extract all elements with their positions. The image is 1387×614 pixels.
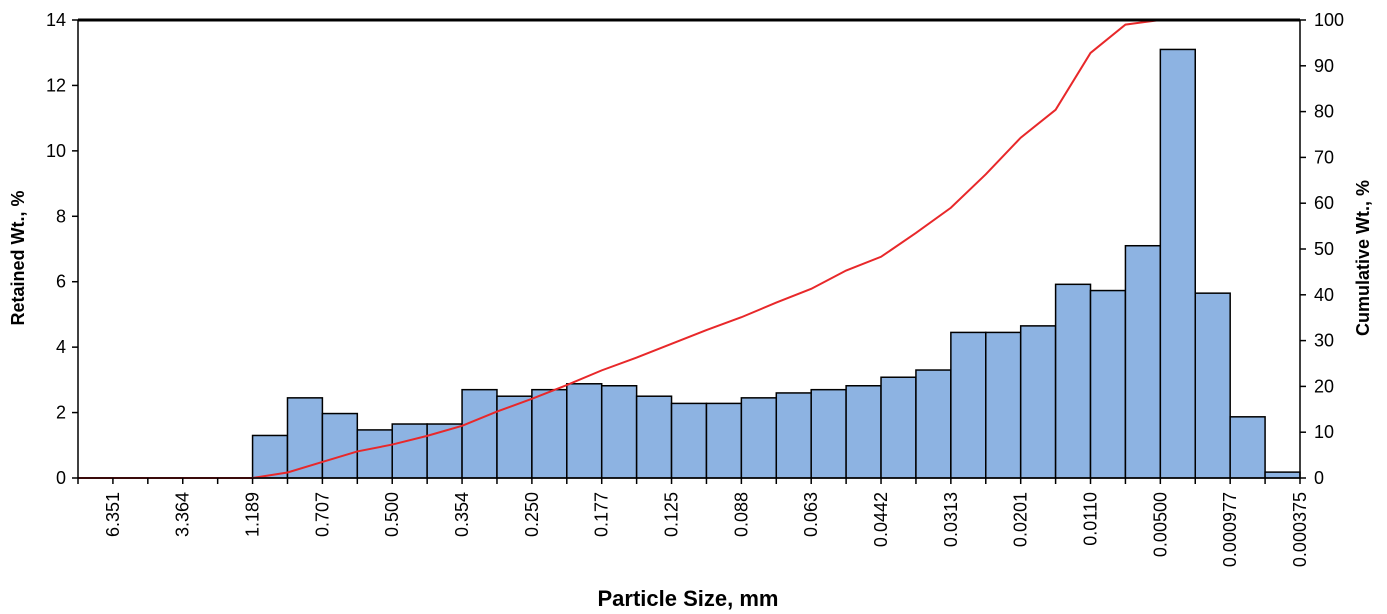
y2-tick-label: 50 — [1314, 239, 1334, 259]
x-tick-label: 0.000375 — [1290, 492, 1310, 567]
cumulative-line-group — [78, 19, 1300, 479]
retained-bar — [1194, 292, 1231, 479]
retained-bar — [880, 376, 917, 479]
retained-bar — [391, 423, 428, 479]
retained-bar — [566, 383, 603, 479]
retained-bar — [1089, 289, 1127, 479]
retained-bar — [251, 434, 289, 479]
x-tick-label: 0.088 — [731, 492, 751, 537]
x-tick-label: 0.0110 — [1081, 492, 1101, 546]
y2-tick-label: 70 — [1314, 147, 1334, 167]
y2-tick-label: 100 — [1314, 10, 1344, 30]
x-tick-label: 0.000977 — [1220, 492, 1240, 567]
retained-bar — [321, 412, 359, 479]
cumulative-line — [78, 19, 1300, 479]
x-tick-label: 0.125 — [662, 492, 682, 537]
y2-tick-label: 90 — [1314, 56, 1334, 76]
y-tick-label: 6 — [56, 272, 66, 292]
retained-bar — [426, 423, 463, 479]
tick-labels: 0 2 4 6 8 10 12 14 0 10 20 30 40 50 60 70 80 90 100 6.351 3.… — [46, 10, 1344, 567]
y-tick-label: 12 — [46, 75, 66, 95]
x-tick-label: 0.063 — [801, 492, 821, 537]
retained-bar — [845, 385, 882, 479]
retained-bar — [1054, 283, 1092, 479]
retained-bar — [286, 397, 324, 479]
y-tick-label: 4 — [56, 337, 66, 357]
y-tick-label: 0 — [56, 468, 66, 488]
y-tick-label: 10 — [46, 141, 66, 161]
y-axis-title: Retained Wt., % — [8, 190, 28, 325]
x-tick-label: 0.00500 — [1150, 492, 1170, 557]
x-tick-label: 3.364 — [173, 492, 193, 537]
retained-bar — [950, 331, 987, 479]
retained-bar — [775, 392, 812, 479]
x-tick-label: 0.354 — [452, 492, 472, 537]
retained-bars — [251, 48, 1301, 479]
retained-bar — [1264, 471, 1301, 479]
x-axis-title: Particle Size, mm — [598, 586, 779, 611]
retained-bar — [1019, 325, 1057, 479]
x-tick-label: 0.0313 — [941, 492, 961, 547]
x-tick-label: 1.189 — [243, 492, 263, 537]
retained-bar — [985, 331, 1022, 479]
y-tick-label: 8 — [56, 206, 66, 226]
x-tick-label: 0.250 — [522, 492, 542, 537]
y2-axis-title: Cumulative Wt., % — [1353, 180, 1373, 336]
retained-bar — [531, 388, 568, 479]
retained-bar — [670, 402, 708, 479]
x-tick-label: 0.707 — [312, 492, 332, 537]
y2-tick-label: 60 — [1314, 193, 1334, 213]
x-tick-label: 6.351 — [103, 492, 123, 537]
retained-bar — [705, 402, 743, 479]
retained-bar — [1159, 48, 1196, 479]
retained-bar — [1229, 416, 1266, 479]
y2-tick-label: 80 — [1314, 102, 1334, 122]
retained-bar — [1124, 244, 1162, 479]
retained-bar — [600, 385, 638, 479]
x-tick-label: 0.177 — [592, 492, 612, 537]
x-tick-label: 0.0442 — [871, 492, 891, 547]
retained-bar — [915, 369, 952, 479]
retained-bar — [635, 395, 673, 479]
axes — [72, 18, 1306, 484]
retained-bar — [461, 388, 498, 479]
retained-bar — [740, 397, 778, 479]
y2-tick-label: 30 — [1314, 331, 1334, 351]
y-tick-label: 2 — [56, 403, 66, 423]
retained-bar — [810, 388, 847, 479]
y2-tick-label: 20 — [1314, 376, 1334, 396]
y2-tick-label: 40 — [1314, 285, 1334, 305]
x-tick-label: 0.0201 — [1011, 492, 1031, 547]
retained-bar — [356, 429, 393, 479]
y2-tick-label: 0 — [1314, 468, 1324, 488]
retained-bar — [496, 395, 533, 479]
x-tick-label: 0.500 — [382, 492, 402, 537]
y-tick-label: 14 — [46, 10, 66, 30]
y2-tick-label: 10 — [1314, 422, 1334, 442]
